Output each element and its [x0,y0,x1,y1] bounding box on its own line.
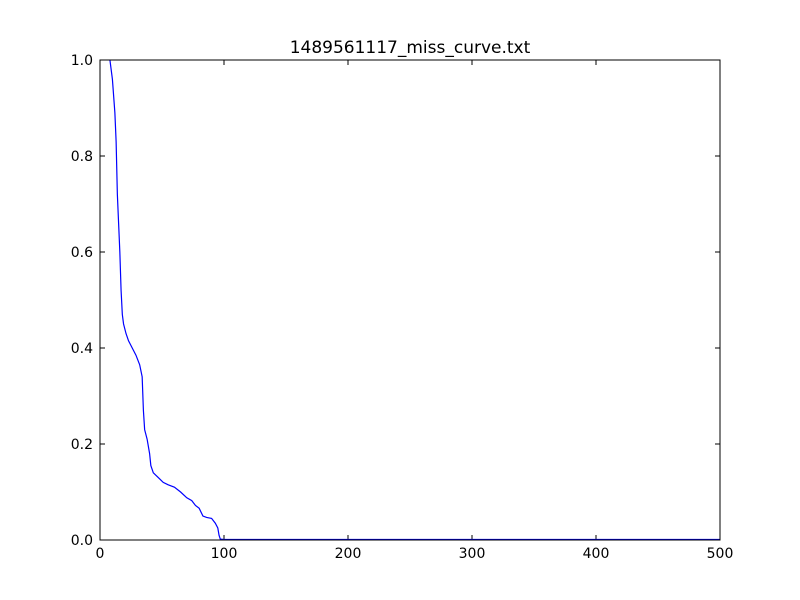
x-tick-label: 0 [96,546,105,562]
series-line [109,59,720,541]
x-tick-label: 100 [211,546,238,562]
y-tick-label: 1.0 [71,53,93,69]
x-tick-label: 300 [459,546,486,562]
x-tick-label: 400 [583,546,610,562]
y-tick-label: 0.0 [71,533,93,549]
y-tick-label: 0.2 [71,437,93,453]
x-tick-label: 500 [707,546,734,562]
y-tick-label: 0.4 [71,341,93,357]
chart-title: 1489561117_miss_curve.txt [290,38,531,58]
y-tick-label: 0.8 [71,149,93,165]
plot-area: 0 100 200 300 400 500 0.0 0.2 0.4 0.6 0.8 1.0 [71,53,734,562]
x-tick-label: 200 [335,546,362,562]
axes-frame [99,59,721,541]
y-tick-label: 0.6 [71,245,93,261]
